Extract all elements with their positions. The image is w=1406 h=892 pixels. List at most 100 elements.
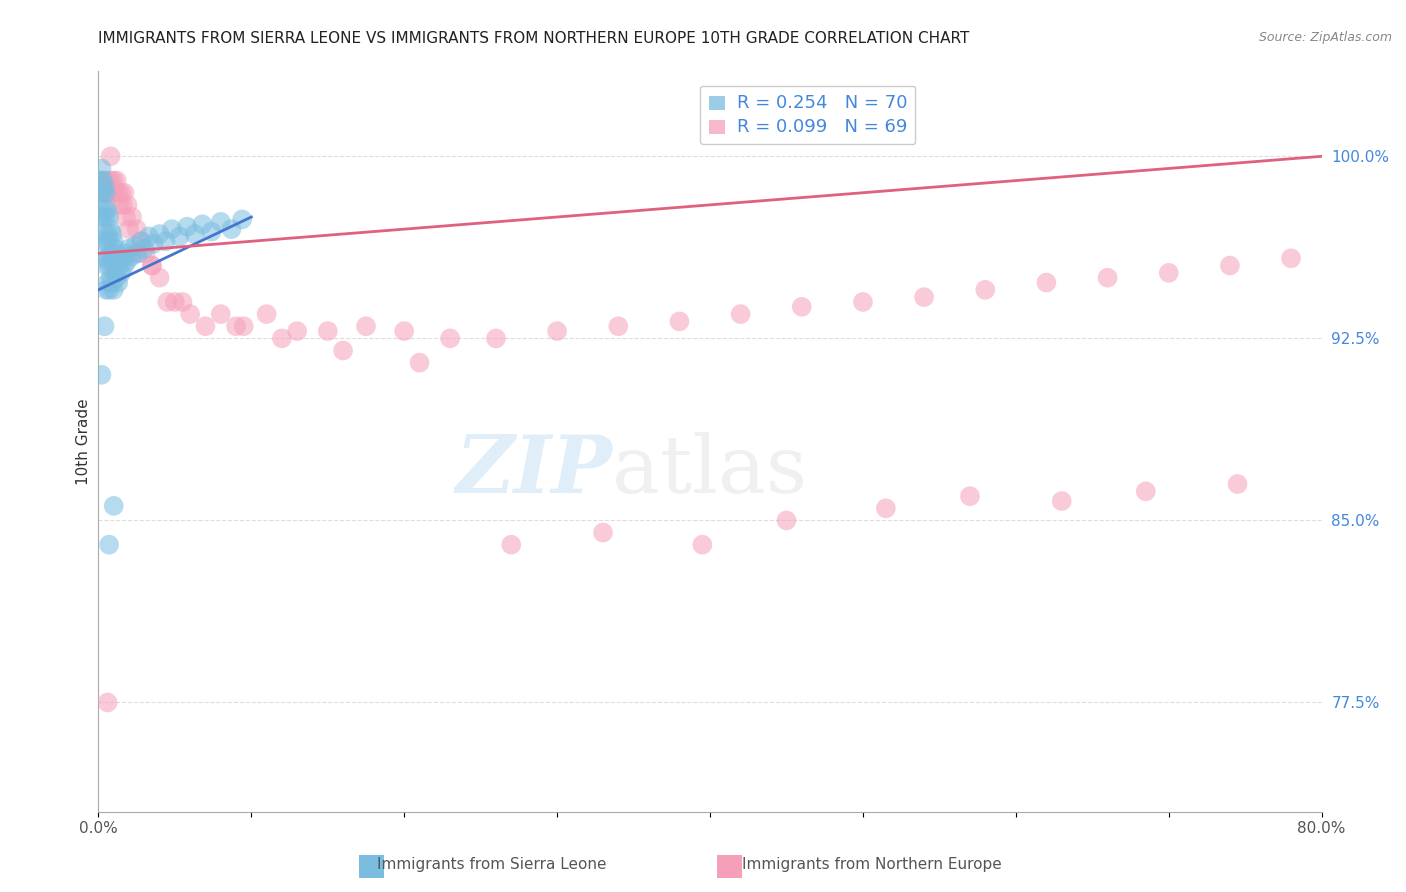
Point: [141, 259, 163, 273]
Point: [974, 283, 997, 297]
Point: [98, 186, 121, 200]
Point: [112, 186, 135, 200]
Point: [285, 324, 308, 338]
Point: [94, 234, 117, 248]
Point: [730, 307, 752, 321]
Point: [134, 242, 156, 256]
Point: [94, 283, 117, 297]
Point: [110, 266, 132, 280]
Point: [111, 198, 134, 212]
Point: [103, 283, 125, 297]
Point: [149, 227, 172, 241]
Point: [231, 212, 253, 227]
Point: [135, 246, 157, 260]
Point: [163, 295, 186, 310]
Point: [124, 239, 146, 253]
Point: [959, 489, 981, 503]
Point: [439, 331, 461, 345]
Point: [1226, 477, 1249, 491]
Point: [200, 225, 222, 239]
Point: [91, 173, 114, 187]
Point: [93, 319, 115, 334]
Point: [1050, 494, 1073, 508]
Point: [501, 538, 523, 552]
Point: [125, 222, 148, 236]
Point: [1219, 259, 1241, 273]
Point: [1097, 270, 1119, 285]
Point: [118, 222, 141, 236]
Point: [103, 234, 125, 248]
Point: [1157, 266, 1180, 280]
Text: atlas: atlas: [612, 432, 807, 510]
Point: [184, 227, 207, 241]
Point: [112, 259, 135, 273]
Point: [93, 173, 115, 187]
Point: [117, 198, 139, 212]
Point: [91, 186, 114, 200]
Point: [160, 222, 183, 236]
Point: [100, 222, 122, 236]
Point: [111, 252, 134, 266]
Point: [108, 259, 131, 273]
Point: [107, 186, 129, 200]
Point: [668, 314, 690, 328]
Point: [176, 219, 198, 234]
Point: [172, 295, 194, 310]
Point: [105, 270, 128, 285]
Point: [90, 368, 112, 382]
Point: [125, 246, 148, 260]
Point: [104, 242, 127, 256]
Point: [94, 210, 117, 224]
Point: [392, 324, 416, 338]
Point: [592, 525, 614, 540]
Point: [93, 202, 115, 217]
Point: [1035, 276, 1057, 290]
Point: [117, 253, 139, 268]
Legend: R = 0.254   N = 70, R = 0.099   N = 69: R = 0.254 N = 70, R = 0.099 N = 69: [700, 86, 915, 144]
Point: [546, 324, 568, 338]
Point: [127, 246, 149, 260]
Point: [156, 295, 179, 310]
Point: [94, 186, 117, 200]
Point: [98, 234, 121, 248]
Point: [100, 149, 122, 163]
Point: [101, 186, 124, 200]
Point: [118, 242, 141, 256]
Point: [101, 227, 124, 241]
Point: [408, 356, 430, 370]
Point: [852, 295, 875, 310]
Point: [108, 198, 131, 212]
Point: [98, 210, 121, 224]
Point: [775, 513, 797, 527]
Point: [485, 331, 508, 345]
Point: [129, 234, 152, 248]
Point: [90, 186, 112, 200]
Point: [105, 246, 128, 260]
Text: IMMIGRANTS FROM SIERRA LEONE VS IMMIGRANTS FROM NORTHERN EUROPE 10TH GRADE CORRE: IMMIGRANTS FROM SIERRA LEONE VS IMMIGRAN…: [98, 31, 970, 46]
Point: [100, 173, 122, 187]
Point: [179, 307, 201, 321]
Point: [107, 276, 129, 290]
Point: [138, 229, 160, 244]
Text: Immigrants from Sierra Leone: Immigrants from Sierra Leone: [377, 857, 607, 872]
Point: [100, 270, 122, 285]
Point: [101, 276, 124, 290]
Point: [256, 307, 278, 321]
Point: [110, 186, 132, 200]
Point: [191, 217, 214, 231]
Point: [221, 222, 243, 236]
Point: [225, 319, 247, 334]
Point: [912, 290, 935, 304]
Point: [91, 210, 114, 224]
Point: [115, 246, 138, 260]
Point: [115, 210, 138, 224]
Point: [354, 319, 377, 334]
Point: [105, 173, 128, 187]
Point: [107, 252, 129, 266]
Point: [232, 319, 254, 334]
Point: [89, 173, 111, 187]
Point: [90, 173, 112, 187]
Text: Immigrants from Northern Europe: Immigrants from Northern Europe: [742, 857, 1001, 872]
Point: [194, 319, 217, 334]
Point: [94, 186, 117, 200]
